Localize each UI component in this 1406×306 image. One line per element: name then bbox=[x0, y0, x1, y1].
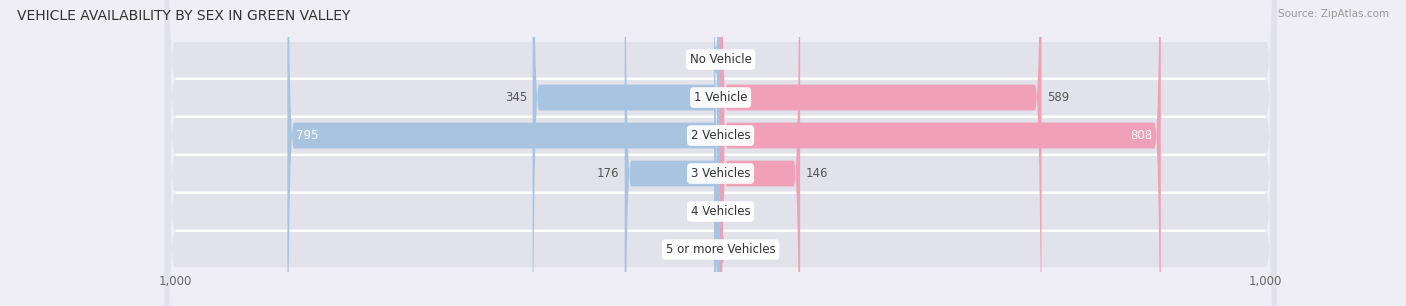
FancyBboxPatch shape bbox=[721, 0, 800, 306]
Text: 2 Vehicles: 2 Vehicles bbox=[690, 129, 751, 142]
Text: 795: 795 bbox=[295, 129, 318, 142]
FancyBboxPatch shape bbox=[165, 0, 1277, 306]
FancyBboxPatch shape bbox=[714, 0, 721, 306]
FancyBboxPatch shape bbox=[721, 0, 1161, 306]
Text: Source: ZipAtlas.com: Source: ZipAtlas.com bbox=[1278, 9, 1389, 19]
FancyBboxPatch shape bbox=[165, 0, 1277, 306]
FancyBboxPatch shape bbox=[721, 0, 1042, 306]
Text: 5 or more Vehicles: 5 or more Vehicles bbox=[665, 243, 776, 256]
Text: VEHICLE AVAILABILITY BY SEX IN GREEN VALLEY: VEHICLE AVAILABILITY BY SEX IN GREEN VAL… bbox=[17, 9, 350, 23]
Text: 808: 808 bbox=[1130, 129, 1153, 142]
Text: 4 Vehicles: 4 Vehicles bbox=[690, 205, 751, 218]
Text: 146: 146 bbox=[806, 167, 828, 180]
FancyBboxPatch shape bbox=[533, 0, 721, 306]
FancyBboxPatch shape bbox=[714, 0, 724, 306]
Text: 589: 589 bbox=[1047, 91, 1069, 104]
FancyBboxPatch shape bbox=[714, 0, 724, 306]
Text: No Vehicle: No Vehicle bbox=[689, 53, 752, 66]
Text: 3 Vehicles: 3 Vehicles bbox=[690, 167, 751, 180]
FancyBboxPatch shape bbox=[287, 0, 721, 306]
FancyBboxPatch shape bbox=[165, 0, 1277, 306]
Text: 12: 12 bbox=[693, 205, 709, 218]
FancyBboxPatch shape bbox=[165, 0, 1277, 306]
FancyBboxPatch shape bbox=[165, 0, 1277, 306]
Text: 5: 5 bbox=[704, 243, 713, 256]
Text: 345: 345 bbox=[505, 91, 527, 104]
FancyBboxPatch shape bbox=[165, 0, 1277, 306]
Text: 176: 176 bbox=[596, 167, 619, 180]
Text: 6: 6 bbox=[704, 53, 711, 66]
Text: 1 Vehicle: 1 Vehicle bbox=[693, 91, 748, 104]
FancyBboxPatch shape bbox=[624, 0, 721, 306]
